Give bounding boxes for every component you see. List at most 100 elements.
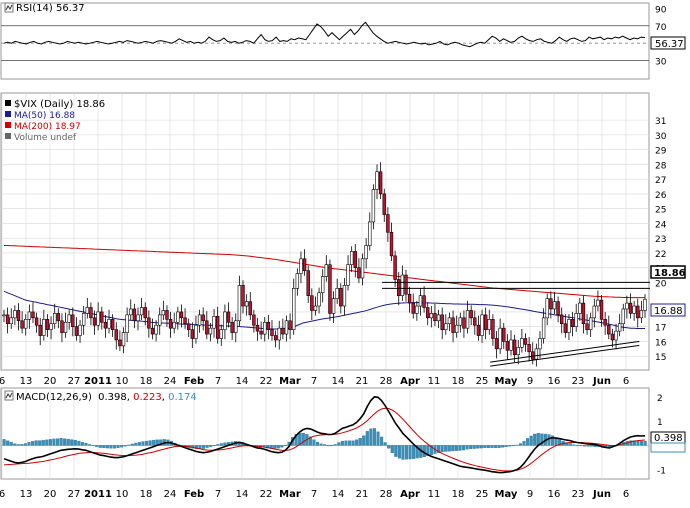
x-tick-top: 13 — [20, 376, 33, 387]
macd-histogram-bar — [326, 445, 330, 447]
candle-body — [5, 314, 10, 325]
macd-histogram-bar — [127, 444, 131, 446]
candle-body — [317, 292, 321, 307]
rsi-value-box — [650, 36, 686, 50]
candle-body — [197, 314, 202, 326]
candle-body — [56, 313, 61, 322]
candle-body — [581, 302, 586, 325]
x-tick-bottom: 24 — [164, 489, 177, 500]
candle-body — [422, 295, 426, 308]
x-tick-bottom: 18 — [140, 489, 153, 500]
macd-histogram-bar — [639, 440, 644, 446]
candle-body — [364, 245, 368, 260]
x-tick-top: Apr — [400, 376, 420, 387]
macd-histogram-bar — [511, 445, 515, 447]
macd-histogram-bar — [451, 445, 455, 452]
candle-body — [335, 288, 339, 299]
candle-body — [186, 323, 191, 330]
x-tick-top: 21 — [356, 376, 369, 387]
macd-histogram-bar — [205, 445, 209, 448]
macd-histogram-bar — [333, 444, 337, 446]
x-tick-bottom: 27 — [68, 489, 81, 500]
candle-body — [183, 317, 187, 325]
macd-histogram-bar — [351, 440, 355, 446]
candle-body — [219, 329, 223, 339]
x-tick-top: 14 — [332, 376, 345, 387]
candle-body — [578, 302, 582, 314]
candle-body — [244, 301, 249, 307]
candle-body — [415, 305, 419, 314]
macd-histogram-bar — [583, 445, 587, 447]
x-tick-bottom: 18 — [452, 489, 465, 500]
candle-body — [125, 314, 129, 333]
ma50-line — [3, 290, 645, 330]
macd-histogram-bar — [486, 445, 490, 449]
candle-body — [24, 319, 28, 329]
candle-body — [150, 327, 155, 335]
candle-body — [143, 307, 147, 319]
candle-body — [625, 302, 629, 310]
candle-body — [570, 319, 575, 327]
candle-body — [429, 313, 434, 319]
candle-body — [241, 285, 245, 307]
candle-body — [502, 327, 506, 342]
candle-body — [114, 329, 118, 341]
x-tick-top: 24 — [164, 376, 177, 387]
x-tick-bottom: Apr — [400, 489, 420, 500]
candle-body — [552, 301, 557, 310]
price-y-tick: 31 — [655, 117, 666, 127]
candle-body — [353, 251, 357, 268]
macd-histogram-bar — [52, 438, 56, 446]
macd-histogram-bar — [437, 445, 441, 453]
price-y-tick: 25 — [655, 206, 666, 216]
macd-histogram-bar — [387, 445, 391, 449]
price-y-tick: 22 — [655, 250, 666, 260]
macd-histogram-bar — [130, 443, 134, 446]
x-tick-bottom: 14 — [236, 489, 249, 500]
macd-histogram-bar — [120, 445, 124, 448]
macd-histogram-bar — [369, 428, 373, 446]
macd-histogram-bar — [380, 436, 384, 446]
macd-histogram-bar — [141, 441, 145, 446]
macd-histogram-bar — [365, 431, 369, 446]
macd-histogram-bar — [454, 445, 458, 451]
macd-histogram-bar — [501, 445, 505, 448]
macd-histogram-bar — [41, 440, 45, 446]
candle-body — [368, 221, 372, 246]
candle-body — [320, 276, 325, 294]
macd-histogram-bar — [401, 445, 405, 460]
candle-body — [295, 273, 300, 289]
x-tick-bottom: 7 — [215, 489, 221, 500]
candle-body — [440, 314, 444, 330]
rsi-y-ticks: 90705030 — [655, 5, 667, 67]
price-y-tick: 15 — [655, 353, 666, 363]
candle-body — [292, 288, 296, 330]
macd-histogram-bar — [9, 442, 13, 446]
macd-histogram-bar — [415, 445, 419, 459]
candle-body — [53, 313, 57, 325]
macd-histogram-bar — [422, 445, 426, 457]
candle-body — [63, 321, 68, 333]
candle-body — [473, 317, 477, 326]
candle-body — [534, 348, 539, 360]
candle-body — [469, 310, 473, 319]
candle-body — [520, 338, 524, 348]
rsi-panel: 90705030 RSI(14) 56.37 56.37 — [0, 2, 686, 80]
candle-body — [556, 301, 560, 316]
candle-body — [132, 308, 137, 322]
macd-y-tick: 2 — [657, 394, 663, 404]
price-y-tick: 26 — [655, 191, 667, 201]
macd-histogram-bar — [636, 440, 640, 446]
macd-histogram-bar — [497, 445, 501, 449]
candle-body — [223, 311, 227, 330]
macd-histogram-bar — [55, 438, 60, 446]
candle-body — [621, 308, 625, 325]
candle-body — [110, 319, 115, 330]
last-price-box — [650, 265, 686, 279]
candle-body — [299, 258, 303, 274]
macd-histogram-bar — [66, 438, 70, 446]
candle-body — [9, 317, 13, 325]
ma50-value-box — [650, 303, 686, 317]
candle-body — [45, 319, 50, 330]
x-tick-bottom: 9 — [527, 489, 533, 500]
